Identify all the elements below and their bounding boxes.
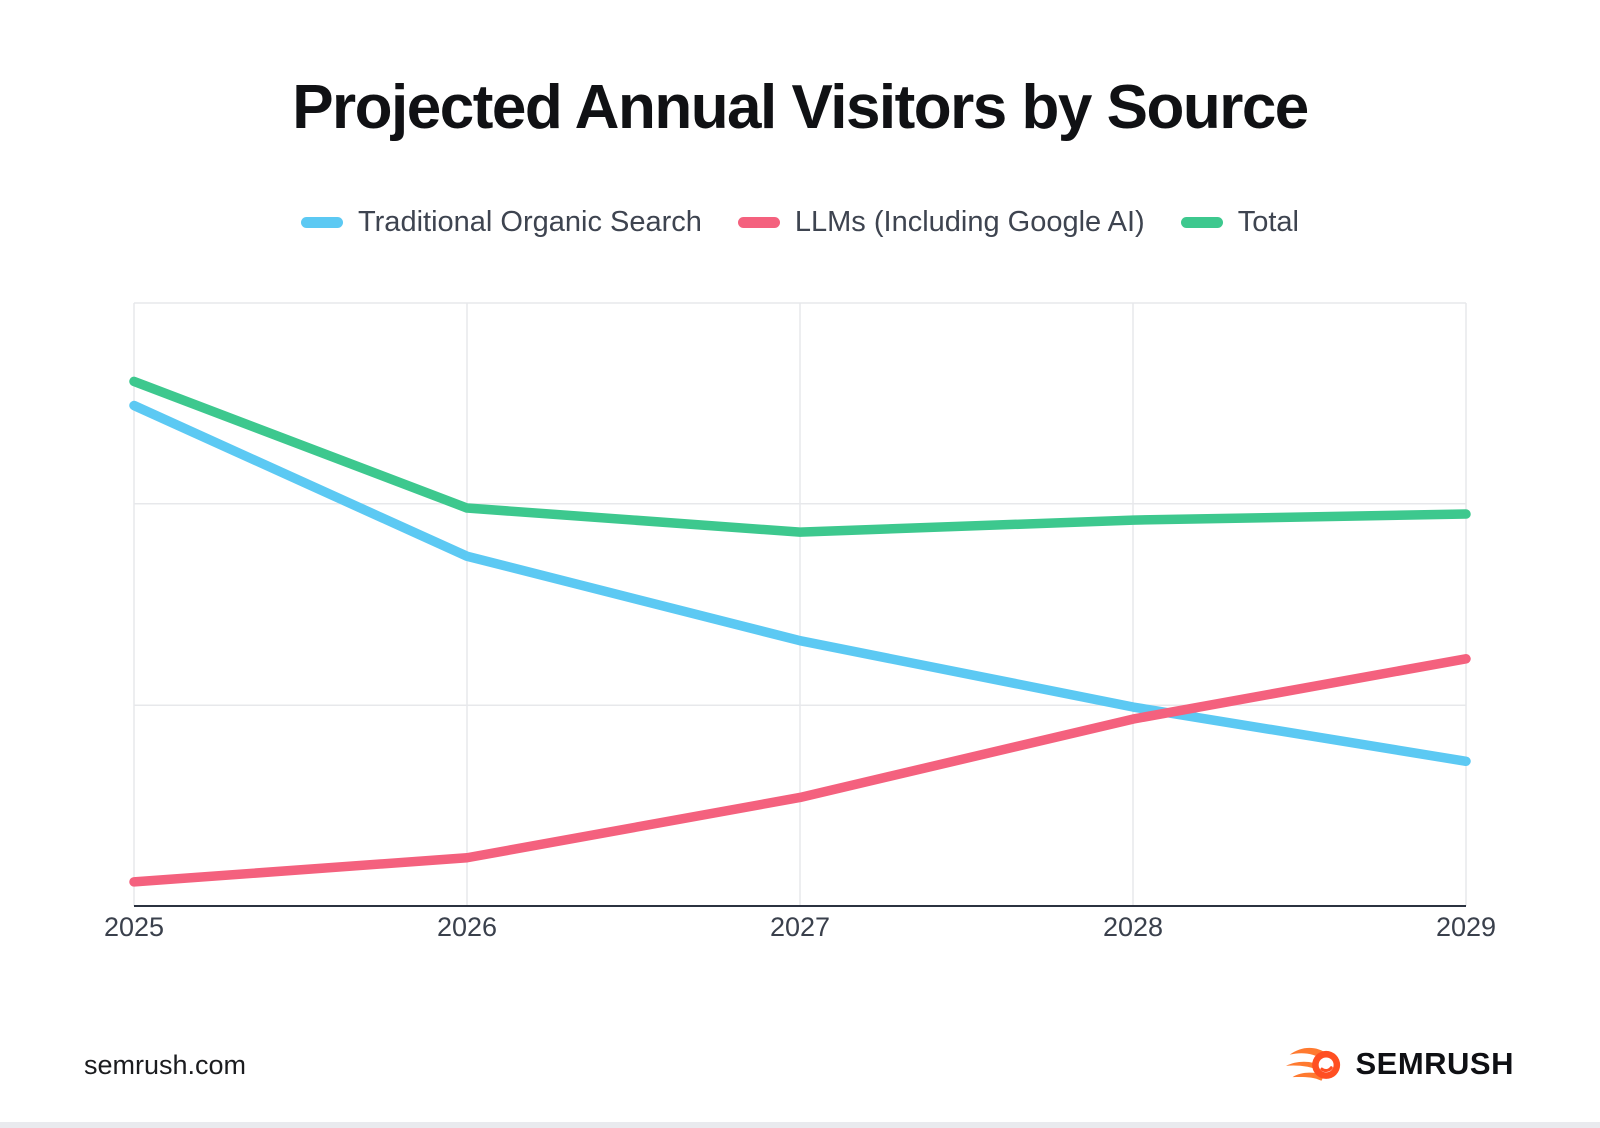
legend-label-llms: LLMs (Including Google AI)	[794, 206, 1145, 238]
chart-title: Projected Annual Visitors by Source	[292, 73, 1309, 142]
chart-area	[129, 302, 1471, 907]
x-tick-label-2027: 2027	[769, 912, 831, 942]
x-tick-label-2026: 2026	[436, 912, 498, 942]
legend-label-total: Total	[1237, 206, 1299, 238]
legend-item-traditional-organic-search: Traditional Organic Search	[301, 206, 702, 239]
legend: Traditional Organic Search LLMs (Includi…	[0, 206, 1600, 239]
legend-item-llms: LLMs (Including Google AI)	[737, 206, 1145, 239]
x-tick-label-2025: 2025	[103, 912, 165, 942]
semrush-logo: SEMRUSH	[1286, 1042, 1514, 1086]
series-line-llms-including-google-ai	[129, 654, 1471, 887]
footer: semrush.com SEMRUSH	[0, 1042, 1600, 1086]
series-line-traditional-organic-search	[129, 400, 1471, 767]
semrush-logo-text: SEMRUSH	[1355, 1046, 1514, 1081]
x-tick-label-2028: 2028	[1102, 912, 1164, 942]
legend-swatch-llms	[737, 217, 780, 228]
legend-swatch-traditional-organic-search	[301, 217, 344, 228]
semrush-flame-icon	[1286, 1047, 1341, 1081]
legend-item-total: Total	[1180, 206, 1299, 239]
line-chart	[129, 302, 1471, 907]
flame-streak-top	[1290, 1047, 1328, 1061]
bottom-border	[0, 1122, 1600, 1128]
series-line-total	[129, 376, 1471, 537]
site-url: semrush.com	[84, 1050, 247, 1080]
legend-swatch-total	[1180, 217, 1223, 228]
x-tick-label-2029: 2029	[1435, 912, 1497, 942]
flame-ball-arc	[1320, 1066, 1334, 1072]
legend-label-traditional-organic-search: Traditional Organic Search	[358, 206, 702, 238]
